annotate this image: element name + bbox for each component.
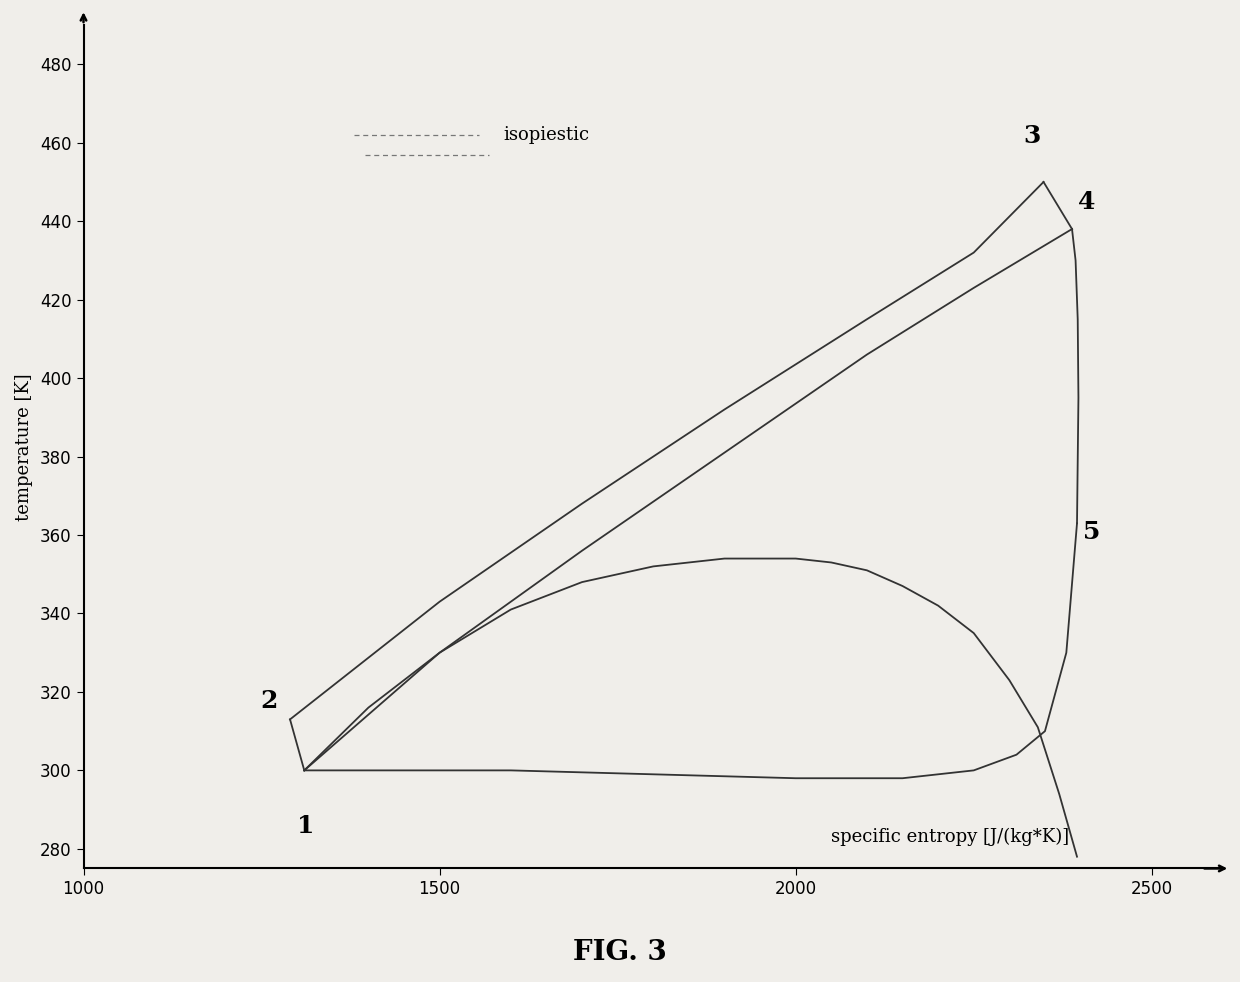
Text: 1: 1 [298,814,315,839]
Text: specific entropy [J/(kg*K)]: specific entropy [J/(kg*K)] [831,828,1069,846]
Text: 5: 5 [1083,519,1100,544]
Text: 3: 3 [1023,124,1040,147]
Text: FIG. 3: FIG. 3 [573,939,667,966]
Text: 4: 4 [1078,191,1095,214]
Y-axis label: temperature [K]: temperature [K] [15,373,33,520]
Text: 2: 2 [260,688,278,713]
Text: isopiestic: isopiestic [503,126,590,144]
